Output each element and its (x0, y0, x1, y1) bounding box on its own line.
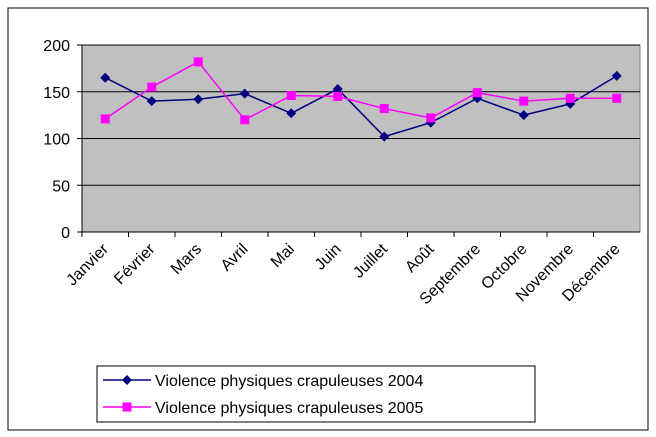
point (379, 131, 390, 142)
point (611, 70, 622, 81)
legend-label: Violence physiques crapuleuses 2005 (155, 400, 423, 417)
series-line (104, 75, 618, 138)
point (100, 72, 111, 83)
point (518, 110, 529, 121)
point (193, 94, 204, 105)
point (239, 88, 250, 99)
legend-label: Violence physiques crapuleuses 2004 (155, 373, 423, 390)
point (286, 108, 297, 119)
point (333, 91, 343, 101)
y-tick-label: 200 (43, 38, 70, 55)
y-tick-label: 50 (52, 178, 70, 195)
point (286, 90, 296, 100)
point (100, 114, 110, 124)
point (565, 93, 575, 103)
y-tick-label: 0 (61, 225, 70, 242)
point (332, 83, 343, 94)
legend-box (96, 365, 536, 423)
point (147, 82, 157, 92)
point (146, 96, 157, 107)
legend-marker (122, 375, 132, 385)
point (240, 115, 250, 125)
y-tick-label: 100 (43, 132, 70, 149)
point (612, 93, 622, 103)
point (193, 57, 203, 67)
legend-marker (122, 402, 132, 412)
point (472, 88, 482, 98)
point (426, 113, 436, 123)
point (379, 104, 389, 114)
y-tick-label: 150 (43, 85, 70, 102)
series-line (104, 60, 617, 121)
point (519, 96, 529, 106)
